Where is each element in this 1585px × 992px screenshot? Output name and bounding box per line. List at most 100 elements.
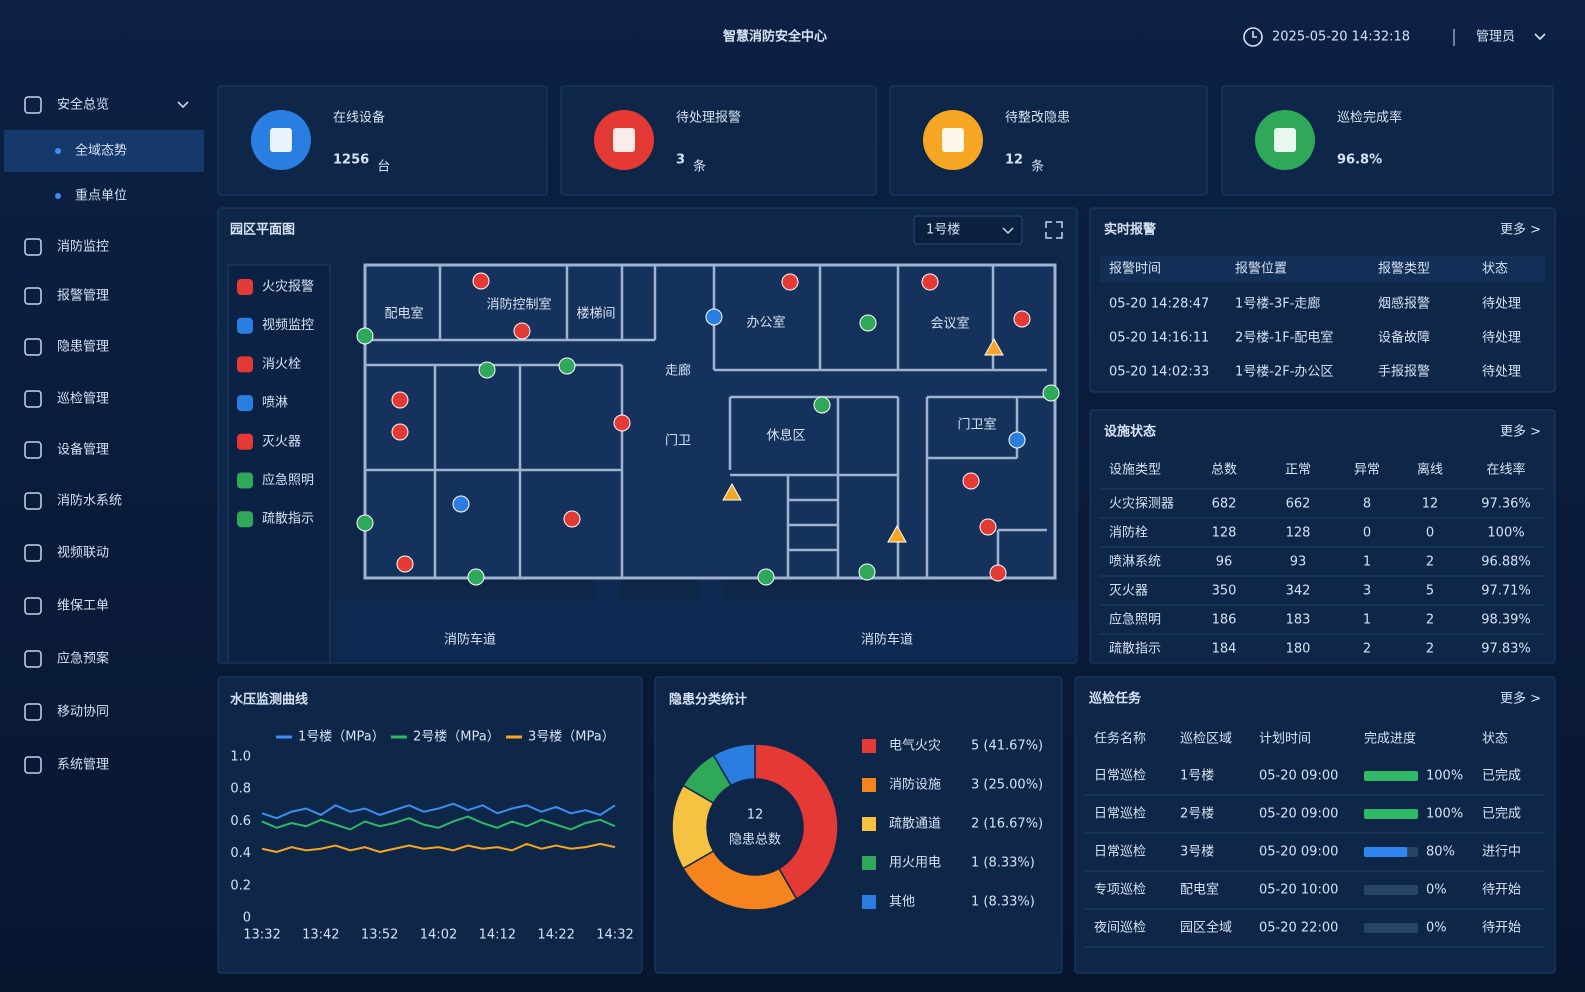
device-icon[interactable] <box>705 308 723 326</box>
panel <box>1074 676 1556 974</box>
table-cell: 350 <box>1212 584 1237 599</box>
legend-icon <box>237 356 253 373</box>
submenu-item[interactable]: 重点单位 <box>75 188 127 204</box>
device-icon[interactable] <box>467 568 485 586</box>
stat-value: 96.8% <box>1337 153 1382 168</box>
hazard-icon[interactable] <box>722 482 742 501</box>
status: 已完成 <box>1482 807 1521 822</box>
submenu-item[interactable]: 全域态势 <box>75 143 127 159</box>
table-cell: 2号楼 <box>1180 807 1214 822</box>
legend-label: 应急照明 <box>262 472 314 488</box>
device-icon[interactable] <box>757 568 775 586</box>
table-cell: 1号楼 <box>1180 769 1214 784</box>
menu-item[interactable]: 巡检管理 <box>57 392 109 407</box>
menu-icon <box>24 544 42 562</box>
stat-label: 待整改隐患 <box>1005 111 1070 126</box>
panel <box>560 85 877 196</box>
room-label: 走廊 <box>665 363 691 379</box>
more-link[interactable]: 更多 > <box>1500 424 1541 440</box>
table-cell: 疏散指示 <box>1109 642 1161 657</box>
table-cell: 342 <box>1286 584 1311 599</box>
menu-item[interactable]: 消防监控 <box>57 239 109 255</box>
table-cell: 2号楼-1F-配电室 <box>1235 330 1333 346</box>
more-link[interactable]: 更多 > <box>1500 222 1541 238</box>
stat-label: 在线设备 <box>333 110 385 126</box>
y-tick-label: 0.6 <box>230 814 251 829</box>
device-icon[interactable] <box>396 555 414 573</box>
table-cell: 待处理 <box>1482 365 1521 380</box>
device-icon[interactable] <box>391 391 409 409</box>
device-icon[interactable] <box>513 322 531 340</box>
device-icon[interactable] <box>452 495 470 513</box>
table-cell: 1号楼-3F-走廊 <box>1235 296 1320 312</box>
menu-icon <box>24 238 42 256</box>
table-cell: 2 <box>1426 642 1434 657</box>
table-cell: 662 <box>1286 497 1311 512</box>
device-icon[interactable] <box>613 414 631 432</box>
device-icon[interactable] <box>356 327 374 345</box>
more-link[interactable]: 更多 > <box>1500 691 1541 707</box>
hazard-icon[interactable] <box>984 337 1004 356</box>
menu-item[interactable]: 消防水系统 <box>57 493 122 509</box>
device-icon[interactable] <box>478 361 496 379</box>
menu-item[interactable]: 安全总览 <box>57 97 109 113</box>
table-cell: 05-20 14:02:33 <box>1109 365 1209 380</box>
menu-icon <box>24 703 42 721</box>
menu-item[interactable]: 隐患管理 <box>57 340 109 355</box>
room-label: 门卫室 <box>957 417 996 433</box>
device-icon[interactable] <box>356 514 374 532</box>
legend-label: 消火栓 <box>262 357 301 372</box>
device-icon[interactable] <box>472 272 490 290</box>
device-icon[interactable] <box>781 273 799 291</box>
panel <box>217 85 548 196</box>
menu-item[interactable]: 报警管理 <box>57 288 109 304</box>
menu-item[interactable]: 系统管理 <box>57 758 109 773</box>
user-menu[interactable]: 管理员 <box>1476 30 1515 45</box>
device-icon[interactable] <box>859 314 877 332</box>
menu-item[interactable]: 移动协同 <box>57 705 109 720</box>
legend-label: 火灾报警 <box>262 279 314 295</box>
page-title: 智慧消防安全中心 <box>723 29 827 45</box>
dropdown-value: 1号楼 <box>926 223 960 238</box>
device-icon[interactable] <box>1013 310 1031 328</box>
table-cell: 05-20 09:00 <box>1259 807 1338 822</box>
menu-item[interactable]: 设备管理 <box>57 442 109 458</box>
device-icon[interactable] <box>921 273 939 291</box>
device-icon[interactable] <box>1042 384 1060 402</box>
table-cell: 05-20 10:00 <box>1259 883 1338 898</box>
table-cell: 183 <box>1286 613 1311 628</box>
device-icon[interactable] <box>558 357 576 375</box>
chevron <box>1534 33 1546 41</box>
device-icon[interactable] <box>962 472 980 490</box>
menu-item[interactable]: 应急预案 <box>57 651 109 667</box>
table-cell: 186 <box>1212 613 1237 628</box>
dropdown[interactable] <box>913 215 1023 245</box>
device-icon[interactable] <box>563 510 581 528</box>
menu-item[interactable]: 视频联动 <box>57 546 109 561</box>
device-icon[interactable] <box>813 396 831 414</box>
legend-label: 1号楼（MPa） <box>298 730 385 745</box>
table-cell: 128 <box>1286 526 1311 541</box>
active-item-bg <box>4 130 204 172</box>
menu-item[interactable]: 维保工单 <box>57 599 109 614</box>
road <box>335 600 1077 660</box>
device-icon[interactable] <box>979 518 997 536</box>
device-icon[interactable] <box>1008 431 1026 449</box>
legend-label: 疏散指示 <box>262 512 314 527</box>
x-tick-label: 14:12 <box>479 928 516 943</box>
stat-glyph <box>942 128 964 152</box>
status: 待开始 <box>1482 883 1521 898</box>
stat-label: 待处理报警 <box>676 110 741 126</box>
fullscreen-icon[interactable] <box>1045 221 1063 239</box>
y-tick-label: 0.4 <box>230 846 251 861</box>
x-tick-label: 14:02 <box>420 928 457 943</box>
progress-track <box>1364 923 1418 933</box>
device-icon[interactable] <box>989 564 1007 582</box>
device-icon[interactable] <box>858 563 876 581</box>
table-cell: 0 <box>1426 526 1434 541</box>
stat-unit: 条 <box>693 159 706 175</box>
hazard-icon[interactable] <box>887 524 907 543</box>
datetime: 2025-05-20 14:32:18 <box>1272 30 1410 45</box>
table-cell: 12 <box>1422 497 1439 512</box>
device-icon[interactable] <box>391 423 409 441</box>
